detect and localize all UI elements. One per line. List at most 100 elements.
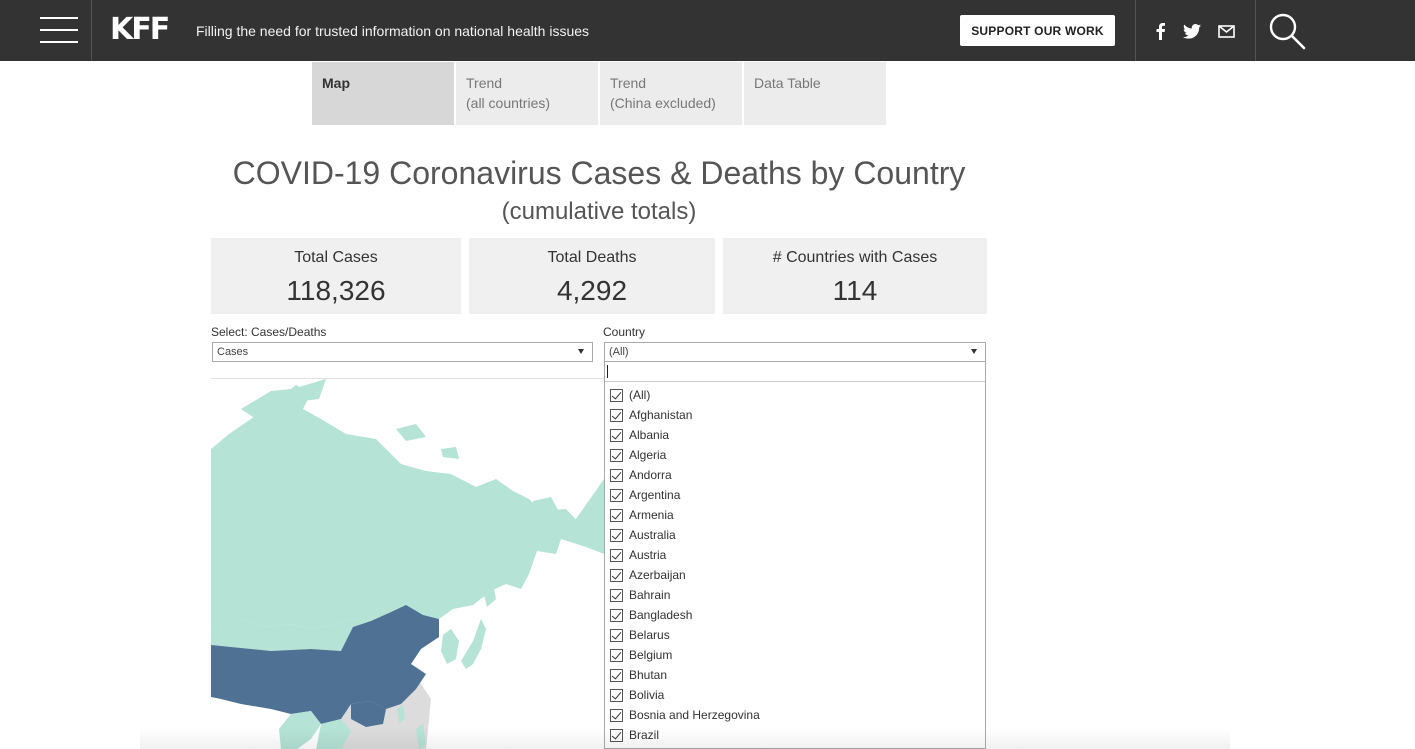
support-our-work-button[interactable]: SUPPORT OUR WORK bbox=[960, 15, 1115, 46]
country-option-label: Belgium bbox=[629, 648, 673, 662]
country-select-value: (All) bbox=[609, 346, 629, 358]
map-region-island bbox=[441, 447, 459, 459]
nav-divider bbox=[1255, 0, 1256, 61]
kpi-value: 118,326 bbox=[286, 275, 386, 306]
country-filter-label: Country bbox=[603, 325, 646, 339]
country-option-label: Armenia bbox=[629, 508, 674, 522]
checkbox-checked-icon[interactable] bbox=[610, 389, 623, 402]
country-option-label: Argentina bbox=[629, 488, 681, 502]
page-title: COVID-19 Coronavirus Cases & Deaths by C… bbox=[232, 155, 966, 191]
country-option[interactable]: Belarus bbox=[605, 625, 985, 645]
tab-trend-all-countries[interactable]: Trend (all countries) bbox=[456, 62, 598, 125]
country-option-label: Australia bbox=[629, 528, 676, 542]
map-region-korea bbox=[441, 629, 459, 664]
country-option-label: Albania bbox=[629, 428, 670, 442]
checkbox-checked-icon[interactable] bbox=[610, 609, 623, 622]
country-option-list: (All) Afghanistan Albania Algeria Andorra Arg… bbox=[605, 385, 985, 745]
map-canvas bbox=[211, 379, 604, 749]
checkbox-checked-icon[interactable] bbox=[610, 649, 623, 662]
checkbox-checked-icon[interactable] bbox=[610, 589, 623, 602]
checkbox-checked-icon[interactable] bbox=[610, 569, 623, 582]
map-region-japan bbox=[461, 619, 486, 669]
world-map[interactable] bbox=[211, 378, 604, 749]
tab-label: Map bbox=[322, 75, 350, 91]
checkbox-checked-icon[interactable] bbox=[610, 529, 623, 542]
tab-sublabel: (China excluded) bbox=[610, 95, 716, 111]
map-region-island bbox=[241, 389, 291, 419]
country-option[interactable]: Azerbaijan bbox=[605, 565, 985, 585]
country-option[interactable]: (All) bbox=[605, 385, 985, 405]
measure-select[interactable]: Cases bbox=[212, 342, 593, 362]
country-option[interactable]: Austria bbox=[605, 545, 985, 565]
tab-trend-china-excluded[interactable]: Trend (China excluded) bbox=[600, 62, 742, 125]
country-option[interactable]: Bolivia bbox=[605, 685, 985, 705]
country-search-input[interactable] bbox=[605, 362, 985, 382]
country-option[interactable]: Afghanistan bbox=[605, 405, 985, 425]
country-option[interactable]: Argentina bbox=[605, 485, 985, 505]
checkbox-checked-icon[interactable] bbox=[610, 709, 623, 722]
country-dropdown-panel: (All) Afghanistan Albania Algeria Andorra Arg… bbox=[604, 361, 986, 749]
tab-data-table[interactable]: Data Table bbox=[744, 62, 886, 125]
country-option[interactable]: Algeria bbox=[605, 445, 985, 465]
checkbox-checked-icon[interactable] bbox=[610, 689, 623, 702]
map-region-alaska bbox=[576, 479, 604, 549]
country-option[interactable]: Brazil bbox=[605, 725, 985, 745]
country-option[interactable]: Australia bbox=[605, 525, 985, 545]
country-option[interactable]: Bosnia and Herzegovina bbox=[605, 705, 985, 725]
country-option-label: Bangladesh bbox=[629, 608, 693, 622]
kpi-total-cases: Total Cases 118,326 bbox=[211, 238, 461, 314]
country-option-label: Brazil bbox=[629, 728, 660, 742]
country-option[interactable]: Bangladesh bbox=[605, 605, 985, 625]
country-option[interactable]: Bahrain bbox=[605, 585, 985, 605]
checkbox-checked-icon[interactable] bbox=[610, 729, 623, 742]
tab-sublabel: (all countries) bbox=[466, 95, 551, 111]
country-option[interactable]: Bhutan bbox=[605, 665, 985, 685]
country-option[interactable]: Belgium bbox=[605, 645, 985, 665]
country-option[interactable]: Andorra bbox=[605, 465, 985, 485]
country-option-label: (All) bbox=[629, 388, 651, 402]
kpi-countries-with-cases: # Countries with Cases 114 bbox=[723, 238, 987, 314]
checkbox-checked-icon[interactable] bbox=[610, 489, 623, 502]
email-icon[interactable] bbox=[1215, 20, 1237, 42]
chevron-down-icon bbox=[971, 349, 977, 354]
text-cursor bbox=[607, 365, 608, 378]
checkbox-checked-icon[interactable] bbox=[610, 509, 623, 522]
country-option-label: Algeria bbox=[629, 448, 667, 462]
country-option[interactable]: Armenia bbox=[605, 505, 985, 525]
country-option-label: Azerbaijan bbox=[629, 568, 686, 582]
facebook-icon[interactable] bbox=[1149, 20, 1171, 42]
checkbox-checked-icon[interactable] bbox=[610, 449, 623, 462]
measure-filter-label: Select: Cases/Deaths bbox=[211, 325, 327, 339]
country-option-label: Bahrain bbox=[629, 588, 671, 602]
kpi-value: 114 bbox=[832, 275, 878, 306]
country-option[interactable]: Albania bbox=[605, 425, 985, 445]
measure-select-value: Cases bbox=[217, 346, 249, 358]
checkbox-checked-icon[interactable] bbox=[610, 429, 623, 442]
search-icon[interactable] bbox=[1268, 12, 1306, 50]
checkbox-checked-icon[interactable] bbox=[610, 669, 623, 682]
tab-map[interactable]: Map bbox=[312, 62, 454, 125]
tab-label: Trend bbox=[466, 75, 503, 91]
kff-logo[interactable]: KFF bbox=[110, 12, 170, 47]
tab-label: Data Table bbox=[754, 75, 821, 91]
map-region-vietnam bbox=[316, 719, 351, 749]
country-option-label: Afghanistan bbox=[629, 408, 693, 422]
map-region-philippines bbox=[416, 724, 426, 749]
nav-divider bbox=[91, 0, 92, 61]
twitter-icon[interactable] bbox=[1181, 20, 1203, 42]
chevron-down-icon bbox=[578, 349, 584, 354]
checkbox-checked-icon[interactable] bbox=[610, 549, 623, 562]
kpi-value: 4,292 bbox=[556, 275, 628, 306]
site-tagline: Filling the need for trusted information… bbox=[196, 23, 590, 39]
checkbox-checked-icon[interactable] bbox=[610, 629, 623, 642]
menu-icon[interactable] bbox=[40, 16, 78, 44]
kpi-total-deaths: Total Deaths 4,292 bbox=[469, 238, 715, 314]
map-region-russia bbox=[211, 385, 604, 631]
map-region-island bbox=[396, 424, 426, 441]
country-option-label: Bolivia bbox=[629, 688, 665, 702]
checkbox-checked-icon[interactable] bbox=[610, 409, 623, 422]
kpi-label: Total Deaths bbox=[547, 249, 637, 266]
country-option-label: Andorra bbox=[629, 468, 672, 482]
checkbox-checked-icon[interactable] bbox=[610, 469, 623, 482]
country-select[interactable]: (All) bbox=[604, 342, 986, 362]
